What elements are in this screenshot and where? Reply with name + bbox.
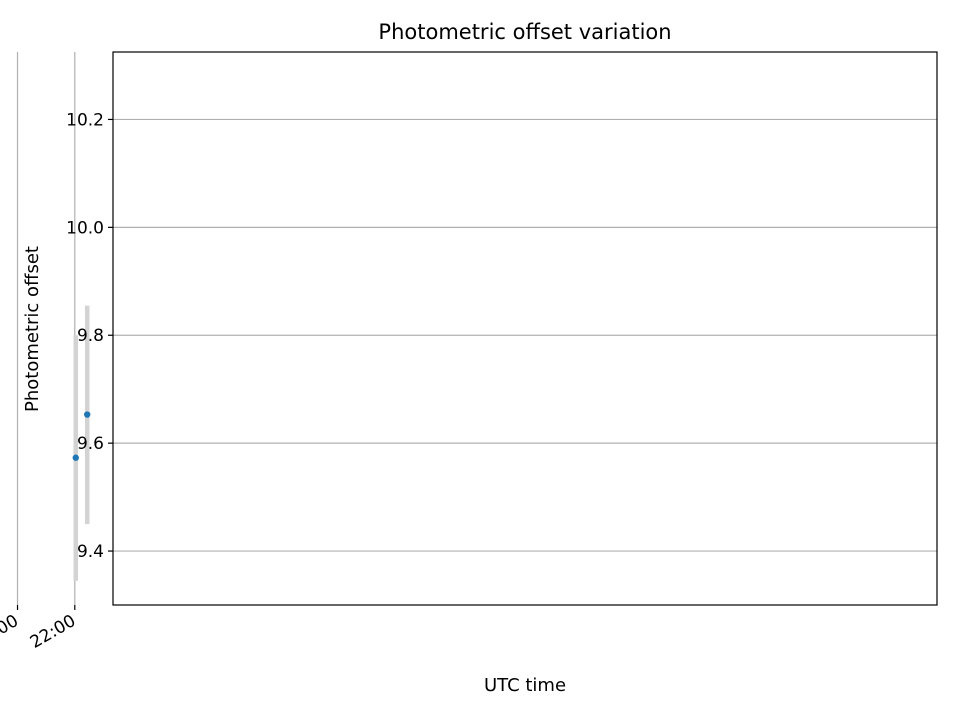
y-tick-label: 10.0 <box>66 218 104 238</box>
y-axis-title: Photometric offset <box>22 246 43 412</box>
y-tick-label: 9.8 <box>77 326 104 346</box>
plot-area <box>113 52 937 605</box>
chart-title: Photometric offset variation <box>378 20 671 44</box>
x-axis-title: UTC time <box>484 675 566 696</box>
y-tick-label: 9.4 <box>77 542 104 562</box>
plot-frame <box>112 51 938 606</box>
grid <box>16 52 937 605</box>
y-tick-label: 10.2 <box>66 110 104 130</box>
y-tick-label: 9.6 <box>77 434 104 454</box>
data-point <box>84 411 91 418</box>
data-points <box>72 411 91 461</box>
data-point <box>72 454 79 461</box>
